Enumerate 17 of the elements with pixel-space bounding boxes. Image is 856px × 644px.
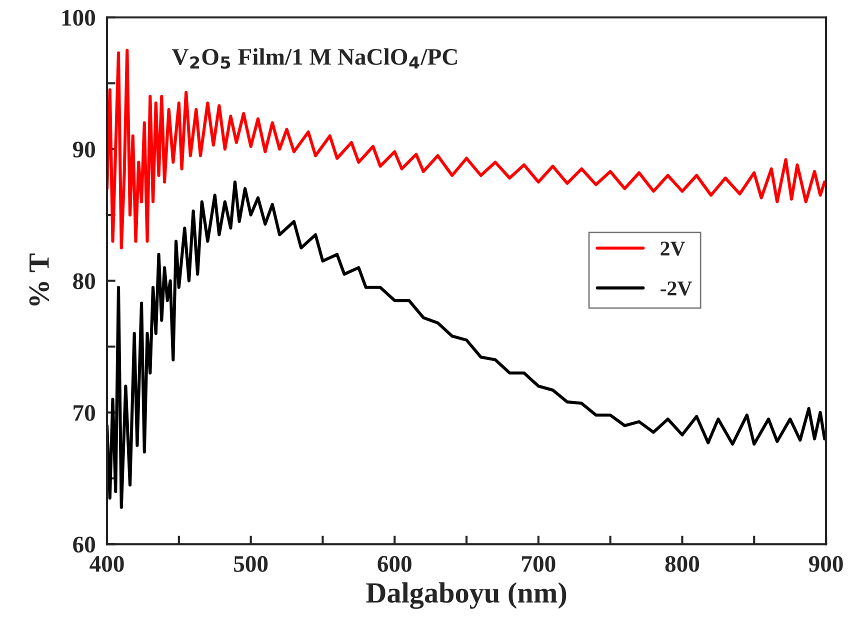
x-tick-label: 800 [665,556,700,572]
x-tick-label: 900 [808,556,843,572]
y-tick-label: 60 [73,536,95,553]
legend-label: -2V [660,281,692,296]
x-tick-label: 600 [378,556,412,572]
y-axis-title: % T [29,254,50,306]
annotation: V$_{2}$O$_{5}$ Film/1 M NaClO$_{4}$/PC [172,48,457,69]
x-tick-label: 700 [522,556,556,572]
line-series [107,180,826,509]
x-tick-label: 400 [90,556,124,572]
legend-label: 2V [660,242,686,256]
x-axis-title: Dalgaboyu (nm) [366,582,566,609]
y-tick-label: 70 [74,404,95,421]
x-tick-label: 500 [234,556,268,572]
y-tick-label: 100 [62,10,95,26]
y-tick-label: 80 [73,273,95,290]
y-tick-label: 90 [72,142,95,158]
